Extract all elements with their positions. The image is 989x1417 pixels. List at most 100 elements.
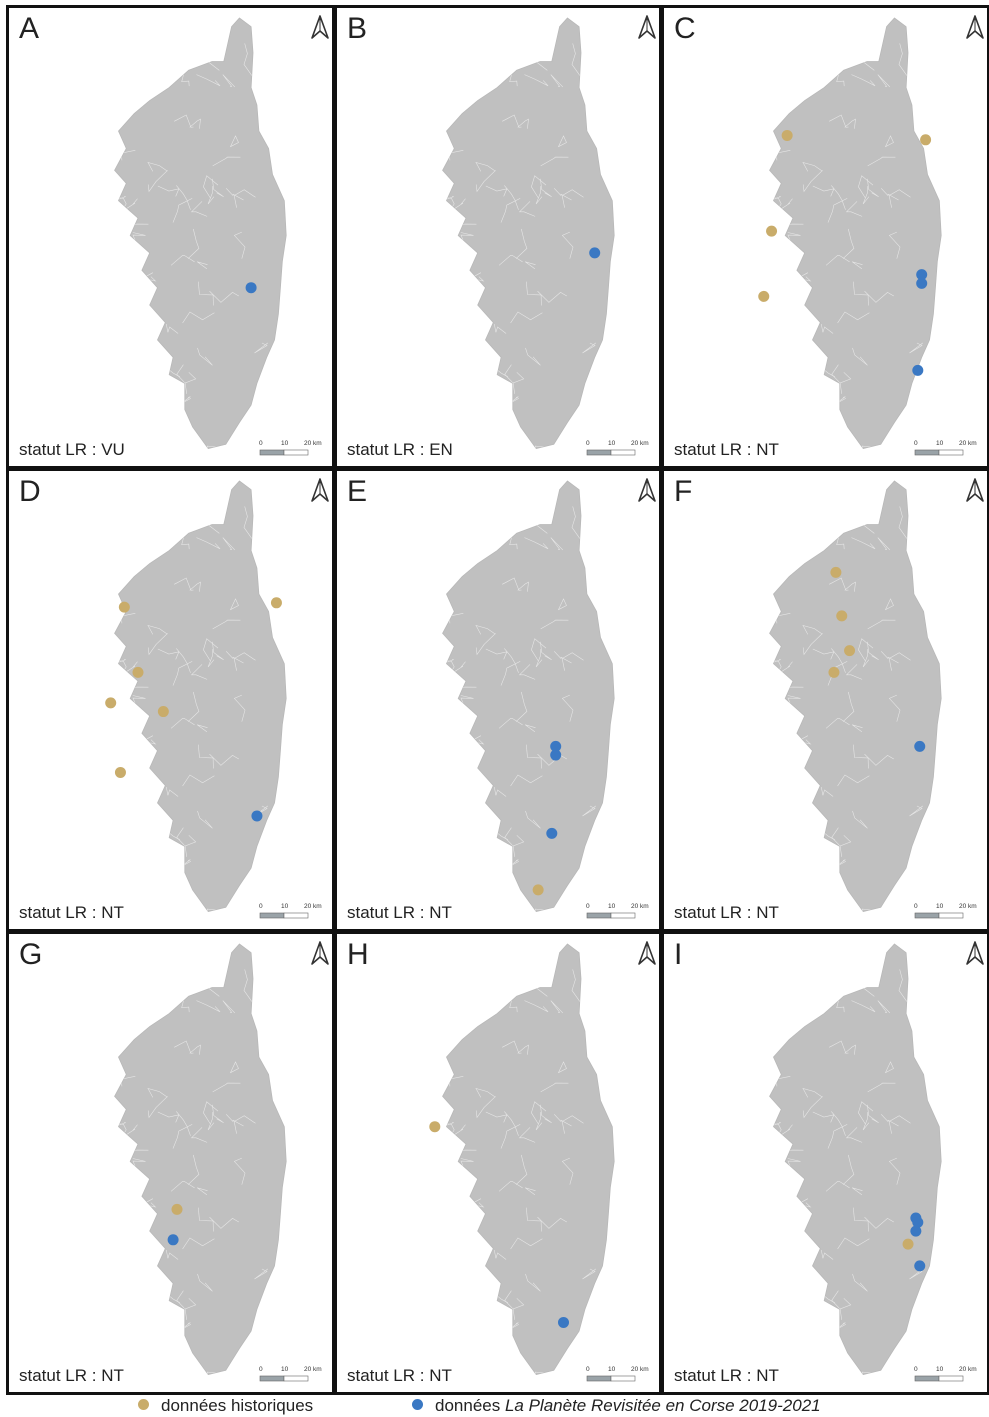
scale-bar-label: 10	[936, 440, 944, 447]
historical-record-marker	[171, 1203, 183, 1215]
corsica-map: 0 10 20 km	[105, 478, 329, 919]
historical-record-marker	[902, 1238, 914, 1250]
historical-record-marker	[844, 645, 856, 657]
revisited-record-marker	[914, 1260, 926, 1272]
scale-bar: 0 10 20 km	[259, 903, 322, 919]
legend-item-historical: données historiques	[138, 1396, 313, 1416]
island-shape	[114, 17, 287, 450]
north-arrow-icon	[966, 478, 984, 502]
island-shape	[114, 943, 287, 1376]
revisited-record-marker	[550, 749, 562, 761]
corsica-map: 0 10 20 km	[442, 478, 656, 919]
historical-record-marker	[920, 134, 932, 146]
panel-letter: C	[674, 12, 696, 45]
scale-bar-label: 0	[259, 903, 263, 910]
scale-bar-label: 10	[608, 903, 616, 910]
corsica-map: 0 10 20 km	[769, 941, 984, 1382]
historical-record-marker	[270, 597, 282, 609]
panel-letter: G	[19, 938, 43, 971]
scale-bar-label: 10	[608, 440, 616, 447]
island-shape	[114, 480, 287, 913]
panel-status: statut LR : NT	[674, 1366, 779, 1385]
scale-bar: 0 10 20 km	[914, 440, 977, 456]
historical-record-marker	[105, 697, 117, 709]
scale-bar-label: 20 km	[959, 440, 977, 447]
island-shape	[769, 480, 942, 913]
revisited-record-marker	[916, 277, 928, 289]
corsica-map: 0 10 20 km	[442, 15, 656, 456]
panel-status: statut LR : NT	[674, 903, 779, 922]
north-arrow-icon	[966, 15, 984, 39]
scale-bar-label: 20 km	[959, 1366, 977, 1373]
panel-letter: E	[347, 475, 368, 508]
panel-letter: B	[347, 12, 368, 45]
north-arrow-icon	[966, 941, 984, 965]
legend-revisited-prefix: données	[435, 1396, 505, 1415]
scale-bar-label: 10	[936, 903, 944, 910]
revisited-record-marker	[245, 282, 257, 294]
historical-record-marker	[836, 610, 848, 622]
north-arrow-icon	[638, 941, 656, 965]
scale-bar-label: 10	[281, 1366, 289, 1373]
revisited-record-marker	[916, 269, 928, 281]
scale-bar-label: 10	[608, 1366, 616, 1373]
corsica-map: 0 10 20 km	[114, 15, 329, 456]
revisited-record-marker	[589, 247, 601, 259]
panel-letter: I	[674, 938, 683, 971]
revisited-record-marker	[912, 364, 924, 376]
panel-status: statut LR : VU	[19, 440, 125, 459]
historical-dot-icon	[138, 1399, 149, 1411]
scale-bar-label: 0	[586, 903, 590, 910]
scale-bar-label: 0	[586, 1366, 590, 1373]
scale-bar-label: 20 km	[631, 1366, 649, 1373]
historical-record-marker	[830, 566, 842, 578]
north-arrow-icon	[638, 478, 656, 502]
scale-bar-label: 0	[259, 1366, 263, 1373]
historical-record-marker	[766, 225, 778, 237]
scale-bar: 0 10 20 km	[914, 903, 977, 919]
panel-status: statut LR : EN	[347, 440, 453, 459]
historical-record-marker	[132, 666, 144, 678]
scale-bar: 0 10 20 km	[586, 1366, 649, 1382]
revisited-record-marker	[167, 1234, 179, 1246]
panel-status: statut LR : NT	[674, 440, 779, 459]
revisited-record-marker	[251, 810, 263, 822]
scale-bar-label: 20 km	[304, 903, 322, 910]
north-arrow-icon	[311, 941, 329, 965]
historical-record-marker	[429, 1121, 441, 1133]
revisited-record-marker	[546, 827, 558, 839]
revisited-record-marker	[910, 1225, 922, 1237]
scale-bar-label: 20 km	[631, 440, 649, 447]
island-shape	[442, 17, 615, 450]
scale-bar-label: 0	[259, 440, 263, 447]
scale-bar-label: 20 km	[959, 903, 977, 910]
corsica-map: 0 10 20 km	[769, 478, 984, 919]
revisited-record-marker	[912, 1216, 924, 1228]
corsica-map: 0 10 20 km	[429, 941, 656, 1382]
scale-bar-label: 20 km	[631, 903, 649, 910]
north-arrow-icon	[311, 478, 329, 502]
corsica-map: 0 10 20 km	[114, 941, 329, 1382]
panel-letter: A	[19, 12, 40, 45]
panel-status: statut LR : NT	[19, 903, 124, 922]
historical-record-marker	[157, 706, 169, 718]
island-shape	[769, 17, 942, 450]
north-arrow-icon	[311, 15, 329, 39]
historical-record-marker	[118, 601, 130, 613]
revisited-record-marker	[550, 740, 562, 752]
revisited-record-marker	[558, 1316, 569, 1328]
panel-status: statut LR : NT	[347, 903, 452, 922]
panel-status: statut LR : NT	[347, 1366, 452, 1385]
island-shape	[442, 943, 615, 1376]
scale-bar-label: 0	[586, 440, 590, 447]
scale-bar: 0 10 20 km	[259, 1366, 322, 1382]
island-shape	[769, 943, 942, 1376]
scale-bar-label: 0	[914, 1366, 918, 1373]
